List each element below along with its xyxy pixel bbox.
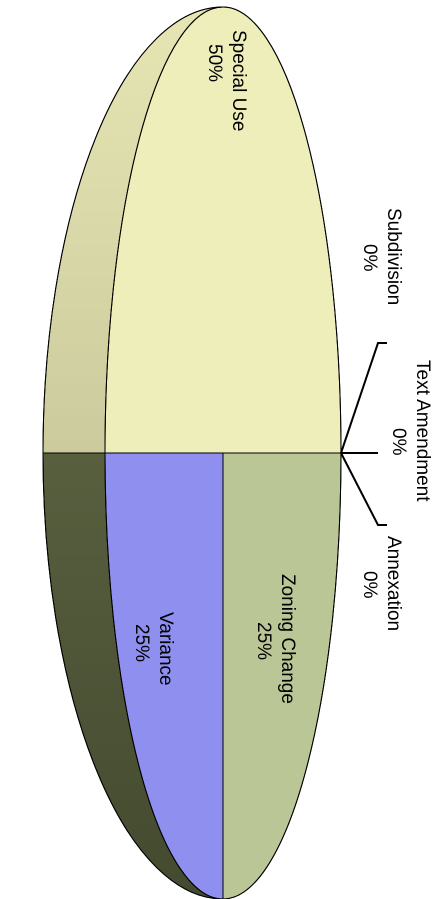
label-zoning-change-name: Zoning Change <box>277 574 298 704</box>
label-annexation-pct: 0% <box>359 571 380 599</box>
label-text-amendment-pct: 0% <box>388 428 409 456</box>
label-special-use-pct: 50% <box>204 44 225 82</box>
label-zoning-change-pct: 25% <box>253 622 274 660</box>
leader-line-annexation <box>340 452 387 526</box>
label-annexation-name: Annexation <box>383 536 404 631</box>
slice-labels: Special Use 50% Subdivision 0% Text Amen… <box>131 30 433 704</box>
leader-line-subdivision <box>340 342 387 454</box>
label-variance-pct: 25% <box>131 624 152 662</box>
label-variance-name: Variance <box>155 612 176 686</box>
pie-slices <box>104 6 342 899</box>
leader-lines <box>340 342 387 526</box>
label-text-amendment-name: Text Amendment <box>412 360 433 502</box>
label-special-use-name: Special Use <box>228 30 249 131</box>
label-subdivision-pct: 0% <box>359 244 380 272</box>
label-subdivision-name: Subdivision <box>383 208 404 305</box>
